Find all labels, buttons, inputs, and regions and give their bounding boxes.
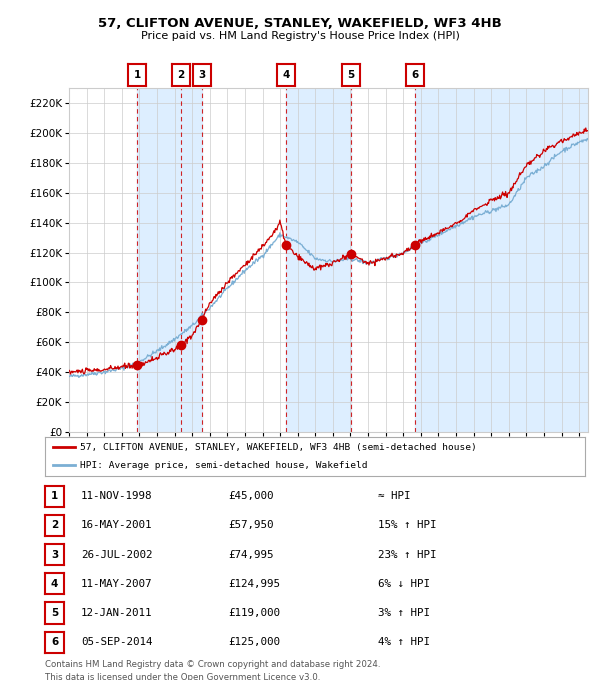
Text: 3% ↑ HPI: 3% ↑ HPI	[378, 608, 430, 618]
Text: This data is licensed under the Open Government Licence v3.0.: This data is licensed under the Open Gov…	[45, 673, 320, 680]
Bar	[137, 88, 202, 432]
Text: 3: 3	[51, 549, 58, 560]
Bar	[415, 88, 588, 432]
Text: HPI: Average price, semi-detached house, Wakefield: HPI: Average price, semi-detached house,…	[80, 461, 368, 470]
Text: £57,950: £57,950	[228, 520, 274, 530]
Text: 57, CLIFTON AVENUE, STANLEY, WAKEFIELD, WF3 4HB: 57, CLIFTON AVENUE, STANLEY, WAKEFIELD, …	[98, 17, 502, 30]
Text: 5: 5	[51, 608, 58, 618]
Text: 2: 2	[51, 520, 58, 530]
Text: 6: 6	[51, 637, 58, 647]
Text: 23% ↑ HPI: 23% ↑ HPI	[378, 549, 437, 560]
Text: £119,000: £119,000	[228, 608, 280, 618]
Text: 12-JAN-2011: 12-JAN-2011	[81, 608, 152, 618]
Text: 57, CLIFTON AVENUE, STANLEY, WAKEFIELD, WF3 4HB (semi-detached house): 57, CLIFTON AVENUE, STANLEY, WAKEFIELD, …	[80, 443, 477, 452]
Text: 3: 3	[199, 70, 206, 80]
Text: ≈ HPI: ≈ HPI	[378, 491, 410, 501]
Text: £124,995: £124,995	[228, 579, 280, 589]
Text: 16-MAY-2001: 16-MAY-2001	[81, 520, 152, 530]
Bar	[286, 88, 351, 432]
Text: £125,000: £125,000	[228, 637, 280, 647]
Text: 15% ↑ HPI: 15% ↑ HPI	[378, 520, 437, 530]
Text: 4: 4	[283, 70, 290, 80]
Text: 05-SEP-2014: 05-SEP-2014	[81, 637, 152, 647]
Text: 11-NOV-1998: 11-NOV-1998	[81, 491, 152, 501]
Text: 2: 2	[178, 70, 185, 80]
Text: 4% ↑ HPI: 4% ↑ HPI	[378, 637, 430, 647]
Text: 11-MAY-2007: 11-MAY-2007	[81, 579, 152, 589]
Text: Contains HM Land Registry data © Crown copyright and database right 2024.: Contains HM Land Registry data © Crown c…	[45, 660, 380, 669]
Text: 5: 5	[347, 70, 355, 80]
Text: £45,000: £45,000	[228, 491, 274, 501]
Text: 4: 4	[51, 579, 58, 589]
Text: 26-JUL-2002: 26-JUL-2002	[81, 549, 152, 560]
Text: Price paid vs. HM Land Registry's House Price Index (HPI): Price paid vs. HM Land Registry's House …	[140, 31, 460, 41]
Text: £74,995: £74,995	[228, 549, 274, 560]
Text: 6: 6	[412, 70, 419, 80]
Text: 6% ↓ HPI: 6% ↓ HPI	[378, 579, 430, 589]
Text: 1: 1	[133, 70, 141, 80]
Text: 1: 1	[51, 491, 58, 501]
